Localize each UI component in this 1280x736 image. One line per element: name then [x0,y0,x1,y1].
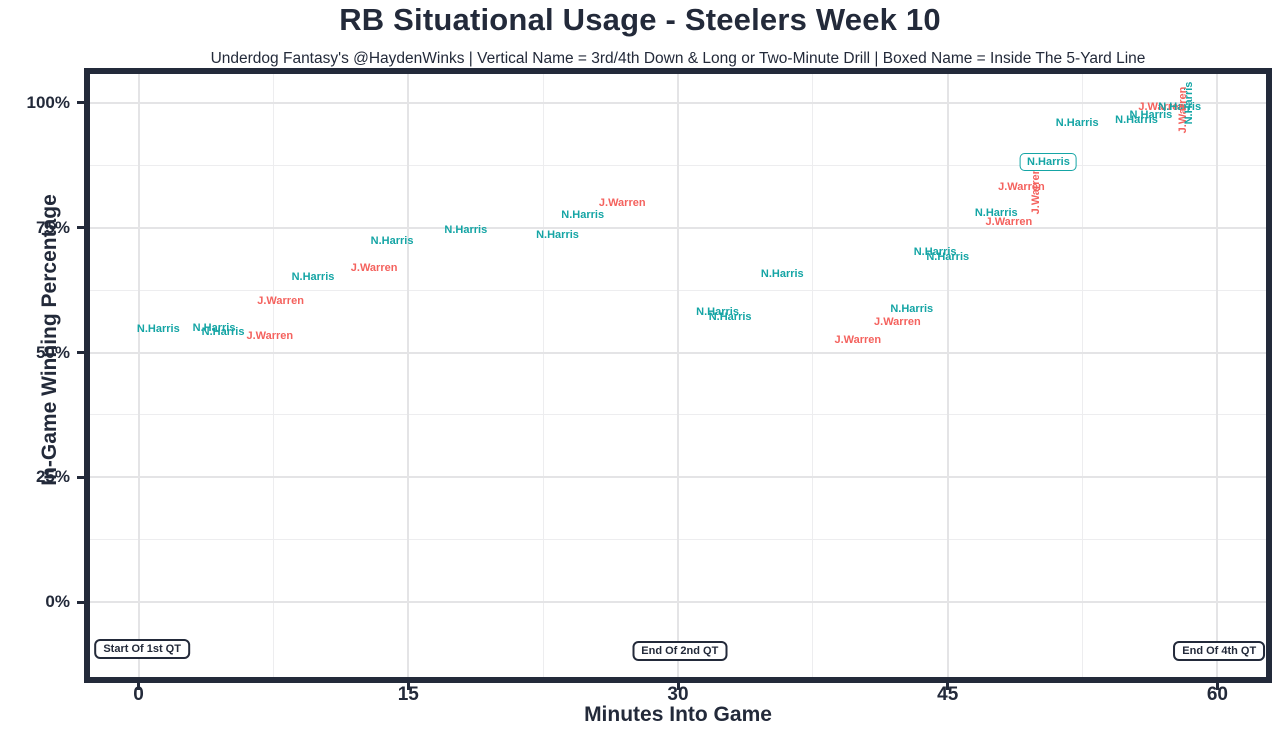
major-gridline-horizontal [90,351,1266,354]
quarter-annotation: End Of 4th QT [1173,641,1266,662]
minor-gridline-vertical [812,74,814,677]
major-gridline-vertical [1216,74,1219,677]
major-gridline-vertical [946,74,949,677]
player-label-boxed-harris: N.Harris [1020,152,1077,171]
minor-gridline-vertical [542,74,544,677]
major-gridline-horizontal [90,476,1266,479]
x-axis-tick-label: 15 [397,684,419,705]
player-label-harris: N.Harris [370,235,414,248]
player-label-harris: N.Harris [708,311,752,324]
major-gridline-horizontal [90,601,1266,604]
major-gridline-horizontal [90,101,1266,104]
y-axis-tick-label: 75% [35,217,70,237]
major-gridline-vertical [137,74,140,677]
y-axis-tick [77,351,84,355]
y-axis-title: In-Game Winning Percentage [38,194,61,486]
x-axis-tick [676,683,680,690]
player-label-harris: N.Harris [1129,108,1173,121]
player-label-harris: N.Harris [136,323,180,336]
chart-title: RB Situational Usage - Steelers Week 10 [339,2,941,37]
major-gridline-horizontal [90,226,1266,229]
major-gridline-vertical [677,74,679,677]
major-gridline-vertical [407,74,410,677]
player-label-warren: J.Warren [874,316,921,329]
chart-subtitle: Underdog Fantasy's @HaydenWinks | Vertic… [210,50,1146,67]
y-axis-tick [77,600,84,604]
x-axis-tick [137,683,141,690]
player-label-warren: J.Warren [998,180,1045,193]
x-axis-tick [1215,683,1219,690]
player-label-warren: J.Warren [985,215,1033,228]
player-label-warren: J.Warren [246,330,294,343]
player-label-warren: J.Warren [598,196,646,209]
y-axis-tick-label: 0% [45,592,70,612]
player-label-harris: N.Harris [444,224,488,237]
minor-gridline-vertical [272,74,274,677]
x-axis-tick-label: 45 [937,684,959,705]
player-label-harris: N.Harris [536,229,579,242]
player-label-vertical-warren: J.Warren [1029,167,1042,215]
x-axis-tick [946,683,950,690]
minor-gridline-vertical [1082,74,1084,677]
y-axis-tick [77,101,84,105]
quarter-annotation: End Of 2nd QT [632,641,728,662]
player-label-harris: N.Harris [291,271,335,284]
quarter-annotation: Start Of 1st QT [94,639,190,660]
player-label-warren: J.Warren [350,262,398,275]
player-label-harris: N.Harris [696,306,739,319]
player-label-harris: N.Harris [913,246,957,259]
player-label-harris: N.Harris [890,303,934,316]
player-label-harris: N.Harris [926,251,970,264]
player-label-vertical-harris: N.Harris [1182,81,1195,125]
player-label-harris: N.Harris [561,208,605,221]
y-axis-tick-label: 25% [35,467,70,487]
y-axis-tick-label: 50% [35,342,70,362]
x-axis-tick-label: 0 [133,684,144,705]
x-axis-title: Minutes Into Game [584,703,772,726]
player-label-harris: N.Harris [1055,116,1099,129]
player-label-warren: J.Warren [1138,100,1186,113]
player-label-harris: N.Harris [201,326,245,339]
player-label-harris: N.Harris [192,322,236,335]
y-axis-tick [77,475,84,479]
x-axis-tick-label: 60 [1206,684,1228,705]
player-label-warren: J.Warren [834,334,882,347]
y-axis-tick-label: 100% [26,92,70,112]
player-label-harris: N.Harris [1158,100,1202,113]
x-axis-tick-label: 30 [667,684,689,705]
y-axis-tick [77,226,84,230]
player-label-harris: N.Harris [1115,113,1158,126]
x-axis-tick [406,683,410,690]
plot-border [84,68,1272,683]
player-label-harris: N.Harris [760,268,804,281]
player-label-harris: N.Harris [974,206,1018,219]
player-label-warren: J.Warren [257,295,304,308]
